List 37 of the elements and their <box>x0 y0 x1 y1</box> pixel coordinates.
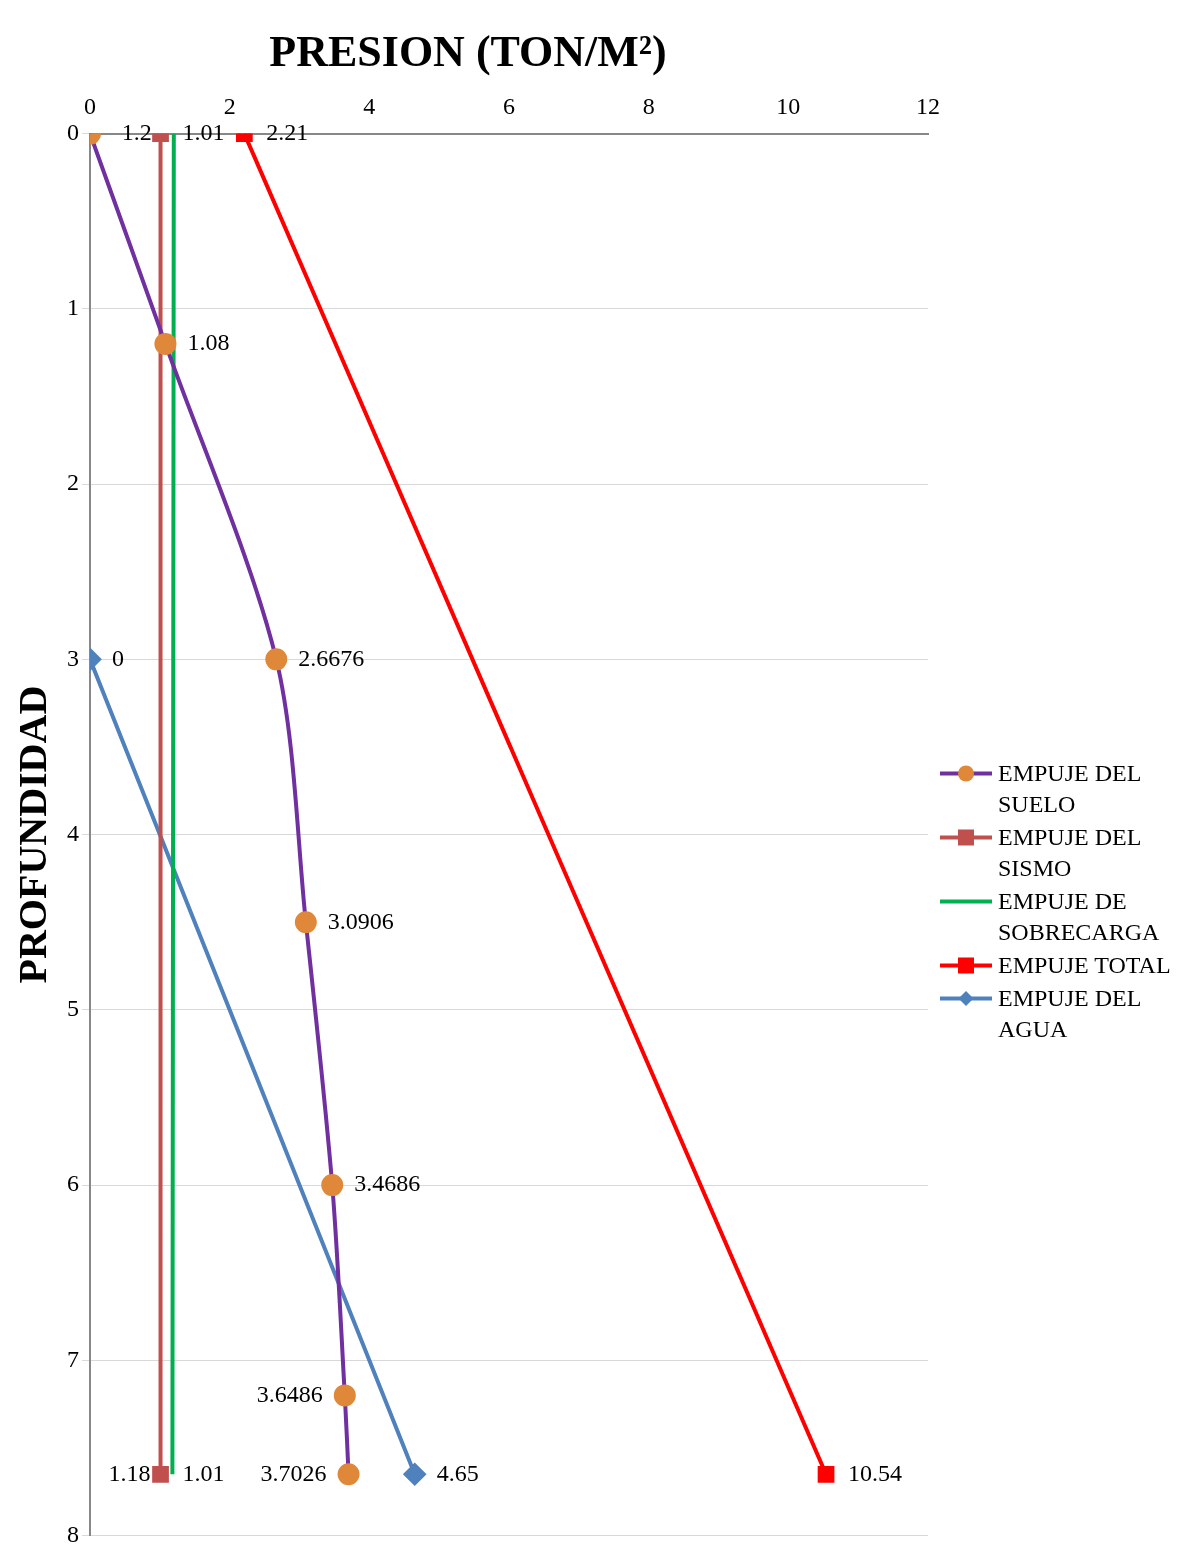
y-axis-title: PROFUNDIDAD <box>10 685 56 984</box>
y-tick-label: 7 <box>67 1345 79 1372</box>
x-tick-label: 8 <box>642 93 655 120</box>
y-tick-label: 1 <box>67 294 79 321</box>
data-label: 3.0906 <box>327 907 394 934</box>
y-tick-label: 5 <box>67 995 79 1022</box>
x-tick-label: 12 <box>916 93 940 120</box>
x-tick-label: 2 <box>223 93 236 120</box>
y-tick-label: 0 <box>67 118 79 145</box>
data-label: 1.2 <box>121 118 152 145</box>
x-tick-label: 4 <box>363 93 376 120</box>
y-tick-label: 6 <box>67 1170 79 1197</box>
y-tick-label: 3 <box>67 644 79 671</box>
legend-label: EMPUJE DEL SISMO <box>998 823 1142 883</box>
data-label: 3.4686 <box>354 1170 421 1197</box>
data-label: 2.21 <box>266 118 309 145</box>
data-label: 10.54 <box>848 1459 903 1486</box>
data-label: 4.65 <box>436 1459 479 1486</box>
data-label: 1.01 <box>182 1459 225 1486</box>
x-tick-label: 10 <box>776 93 801 120</box>
chart-title: PRESION (TON/M²) <box>269 26 667 76</box>
y-tick-label: 4 <box>67 819 79 846</box>
y-tick-label: 8 <box>67 1520 79 1547</box>
legend-label: EMPUJE DE SOBRECARGA <box>998 887 1161 947</box>
legend-label: EMPUJE DEL SUELO <box>998 759 1142 819</box>
y-tick-label: 2 <box>67 469 79 496</box>
data-label: 1.01 <box>182 118 225 145</box>
legend-label: EMPUJE DEL AGUA <box>998 984 1142 1044</box>
data-label: 0 <box>112 644 124 671</box>
data-label: 2.6676 <box>298 644 365 671</box>
data-label: 3.6486 <box>256 1380 323 1407</box>
data-label: 1.18 <box>108 1459 151 1486</box>
x-tick-label: 6 <box>503 93 515 120</box>
data-label: 1.08 <box>187 329 230 356</box>
x-tick-label: 0 <box>84 93 96 120</box>
legend-label: EMPUJE TOTAL <box>998 951 1171 980</box>
data-label: 3.7026 <box>260 1459 327 1486</box>
